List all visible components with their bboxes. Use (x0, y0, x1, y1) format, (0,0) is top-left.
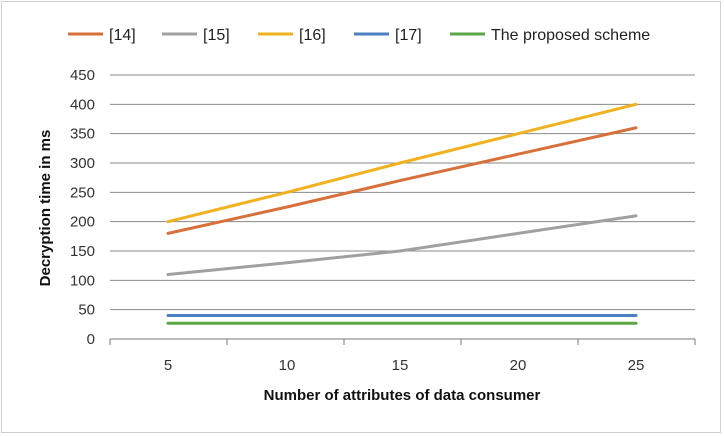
y-tick-label: 300 (70, 155, 95, 172)
series-line-1 (166, 126, 638, 235)
x-tick-label: 20 (510, 357, 527, 374)
series-line-2 (166, 214, 638, 276)
x-tick-label: 15 (392, 357, 409, 374)
y-tick-label: 100 (70, 272, 95, 289)
legend-label-3: [16] (299, 27, 326, 44)
x-tick-label: 5 (164, 357, 172, 374)
series-line-3 (166, 102, 638, 224)
chart-series (166, 102, 638, 325)
y-tick-label: 250 (70, 184, 95, 201)
y-tick-label: 450 (70, 67, 95, 84)
y-tick-label: 350 (70, 126, 95, 143)
chart-axes (109, 338, 696, 345)
y-axis-title: Decryption time in ms (37, 130, 54, 287)
legend-label-5: The proposed scheme (491, 27, 650, 44)
x-axis-ticks: 5 10 15 20 25 (164, 357, 645, 374)
legend-label-1: [14] (109, 27, 136, 44)
chart-legend: [14] [15] [16] [17] The proposed scheme (68, 27, 650, 44)
y-tick-label: 150 (70, 243, 95, 260)
y-tick-label: 400 (70, 96, 95, 113)
chart-gridlines (110, 74, 695, 311)
legend-label-2: [15] (203, 27, 230, 44)
x-tick-label: 10 (279, 357, 296, 374)
y-tick-label: 50 (78, 302, 95, 319)
y-axis-ticks: 0 50 100 150 200 250 300 350 400 450 (70, 67, 95, 348)
legend-label-4: [17] (395, 27, 422, 44)
x-axis-title: Number of attributes of data consumer (264, 387, 541, 404)
y-tick-label: 0 (87, 331, 95, 348)
y-tick-label: 200 (70, 214, 95, 231)
x-tick-label: 25 (628, 357, 645, 374)
